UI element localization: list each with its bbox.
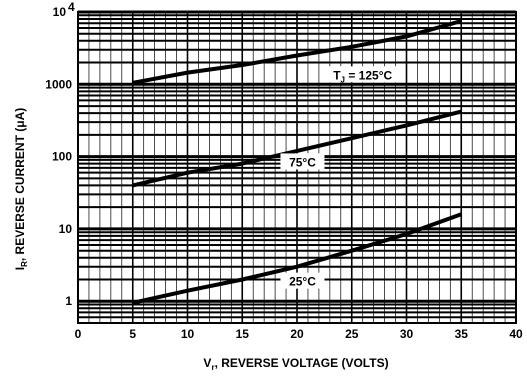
y-tick-label: 10 [53, 5, 67, 19]
series-label-bg-0 [325, 66, 400, 83]
x-tick-label: 20 [290, 327, 304, 341]
y-tick-exponent: 4 [68, 0, 75, 14]
series-line-2 [132, 212, 462, 305]
x-tick-label: 30 [400, 327, 414, 341]
x-tick-label: 0 [75, 327, 82, 341]
series-label-1: 75°C [289, 155, 316, 169]
x-tick-label: 35 [455, 327, 469, 341]
series-label-bg-2 [280, 272, 325, 289]
x-tick-label: 15 [236, 327, 250, 341]
series-label-2: 25°C [289, 275, 316, 289]
series-line-0 [132, 19, 462, 85]
series-label-0: TJ = 125°C [333, 68, 392, 84]
series-label-bg-1 [280, 153, 325, 170]
y-axis-title: IR, REVERSE CURRENT (μA) [13, 108, 29, 270]
series-line-1 [132, 109, 462, 188]
x-tick-label: 40 [509, 327, 523, 341]
x-tick-label: 5 [129, 327, 136, 341]
y-tick-label: 1 [65, 294, 72, 308]
y-tick-label: 100 [52, 150, 72, 164]
x-axis-title: Vr, REVERSE VOLTAGE (VOLTS) [203, 356, 388, 372]
y-tick-label: 10 [59, 222, 73, 236]
x-tick-label: 10 [181, 327, 195, 341]
curve-labels: TJ = 125°C 75°C 25°C [280, 66, 400, 289]
x-tick-label: 25 [345, 327, 359, 341]
curves [132, 19, 462, 305]
y-tick-label: 1000 [45, 77, 72, 91]
